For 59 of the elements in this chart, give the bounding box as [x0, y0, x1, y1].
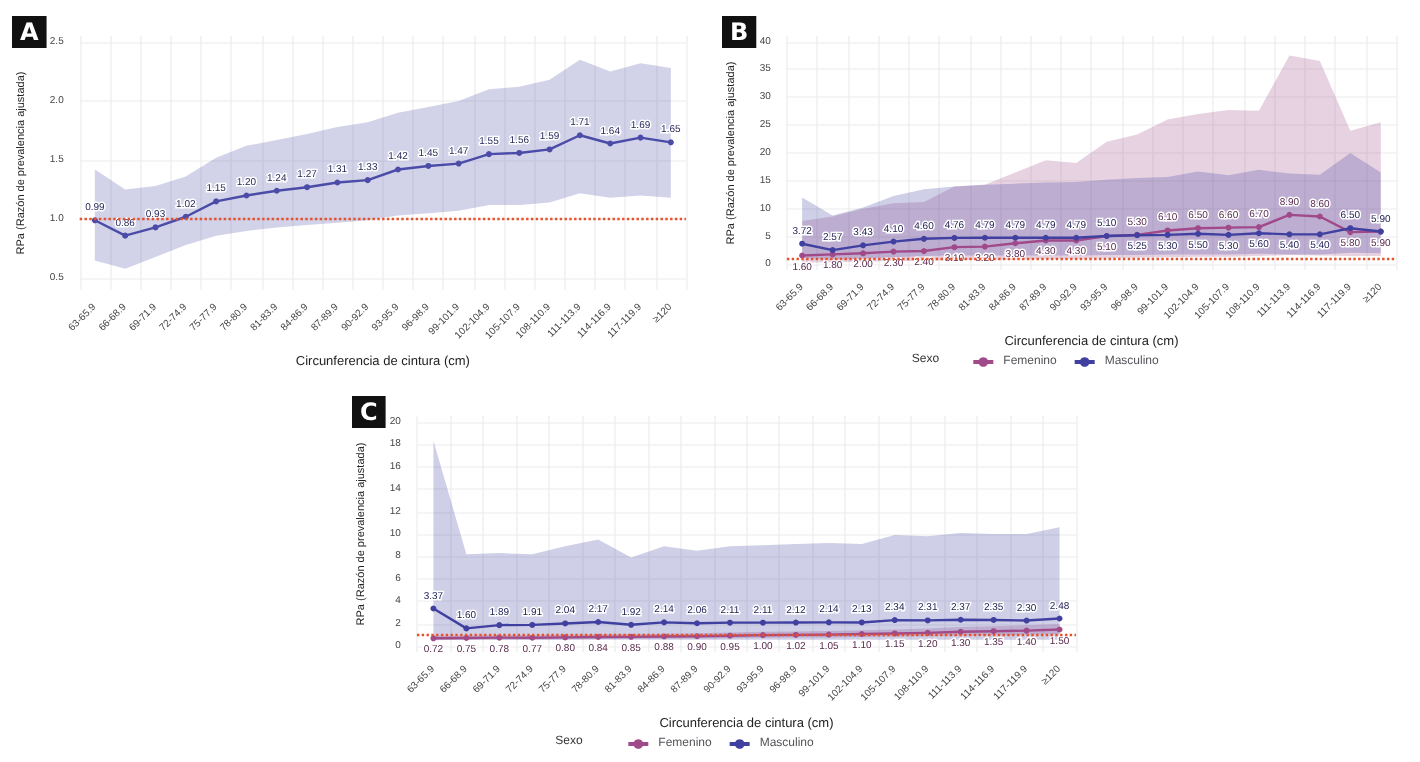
point [1012, 240, 1019, 247]
point [1195, 230, 1202, 237]
point [860, 250, 867, 257]
point [122, 232, 129, 239]
point [667, 139, 674, 146]
point [759, 619, 766, 626]
chart-title: C [360, 398, 378, 426]
point [920, 235, 927, 242]
point [304, 184, 311, 191]
point [364, 177, 371, 184]
point [628, 621, 635, 628]
point [1255, 230, 1262, 237]
point [463, 625, 470, 632]
chart-title: A [20, 18, 40, 46]
point [213, 198, 220, 205]
point [799, 252, 806, 259]
point [455, 160, 462, 167]
point [1056, 615, 1063, 622]
point [395, 166, 402, 173]
point [334, 179, 341, 186]
point [1023, 627, 1030, 634]
point [1316, 213, 1323, 220]
point [825, 619, 832, 626]
point [890, 248, 897, 255]
point [890, 238, 897, 245]
point [430, 605, 437, 612]
point [981, 243, 988, 250]
point [957, 616, 964, 623]
point [990, 616, 997, 623]
point [1225, 231, 1232, 238]
point [273, 187, 280, 194]
point [694, 620, 701, 627]
point [1012, 234, 1019, 241]
point [1286, 231, 1293, 238]
point [661, 619, 668, 626]
point [576, 132, 583, 139]
point [1316, 231, 1323, 238]
point [546, 146, 553, 153]
point [243, 192, 250, 199]
point [858, 619, 865, 626]
point [799, 240, 806, 247]
point [792, 619, 799, 626]
point [1023, 617, 1030, 624]
point [1056, 626, 1063, 633]
point [860, 242, 867, 249]
point [951, 234, 958, 241]
point [981, 234, 988, 241]
line-series [430, 605, 1063, 632]
chart-title: B [730, 18, 749, 46]
point [951, 244, 958, 251]
point [726, 619, 733, 626]
point [496, 622, 503, 629]
point [637, 134, 644, 141]
point [485, 151, 492, 158]
point [562, 634, 569, 641]
point [924, 617, 931, 624]
point [562, 620, 569, 627]
point [607, 140, 614, 147]
point [1286, 211, 1293, 218]
